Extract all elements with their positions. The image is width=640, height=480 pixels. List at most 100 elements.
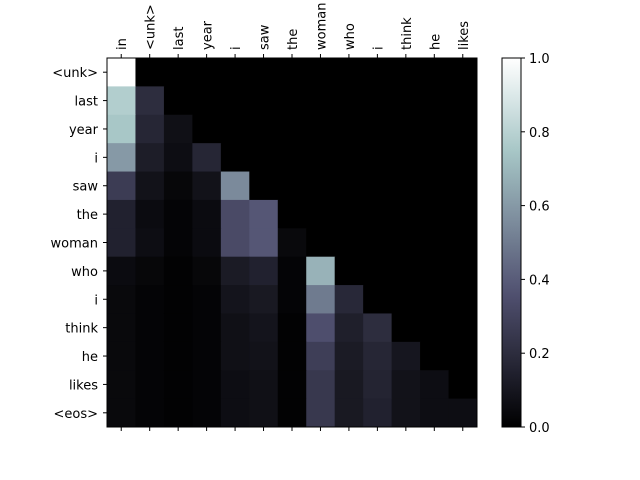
heatmap-cell xyxy=(249,370,279,400)
y-tick-label: i xyxy=(94,293,98,308)
heatmap-cell xyxy=(249,228,279,258)
heatmap-cell xyxy=(135,285,165,314)
x-tick-label: woman xyxy=(314,3,329,50)
heatmap-cell xyxy=(135,143,165,173)
heatmap-cell xyxy=(192,398,222,428)
heatmap-cell xyxy=(107,256,136,286)
heatmap-cell xyxy=(277,370,307,400)
heatmap-cell xyxy=(192,58,222,87)
heatmap-cell xyxy=(277,199,307,229)
heatmap-cell xyxy=(306,228,336,258)
heatmap-cell xyxy=(163,143,193,173)
heatmap-cell xyxy=(363,199,393,229)
x-tick-label: who xyxy=(343,23,358,50)
x-tick-label: i xyxy=(371,46,386,50)
heatmap-cell xyxy=(249,171,279,201)
heatmap-cell xyxy=(363,398,393,428)
heatmap-cell xyxy=(277,228,307,258)
heatmap-cell xyxy=(448,341,478,371)
heatmap-cell xyxy=(363,143,393,173)
heatmap-cell xyxy=(107,313,136,343)
heatmap-cell xyxy=(391,285,421,314)
y-tick-label: likes xyxy=(69,378,98,393)
heatmap-cell xyxy=(448,143,478,173)
heatmap-cell xyxy=(306,341,336,371)
heatmap-cell xyxy=(163,199,193,229)
heatmap-cell xyxy=(420,58,450,87)
heatmap-cell xyxy=(277,143,307,173)
x-tick-label: the xyxy=(286,29,301,50)
heatmap-cell xyxy=(163,313,193,343)
heatmap-cell xyxy=(448,86,478,116)
heatmap-cell xyxy=(107,285,136,314)
heatmap-cell xyxy=(277,171,307,201)
heatmap-cell xyxy=(391,398,421,428)
heatmap-cell xyxy=(391,341,421,371)
heatmap-cell xyxy=(107,370,136,400)
heatmap-cell xyxy=(220,199,250,229)
heatmap-cell xyxy=(249,313,279,343)
colorbar-tick-label: 0.8 xyxy=(529,126,550,141)
heatmap-cell xyxy=(448,313,478,343)
heatmap-cell xyxy=(334,58,364,87)
heatmap-cell xyxy=(391,199,421,229)
heatmap-cell xyxy=(420,398,450,428)
heatmap-cell xyxy=(220,171,250,201)
heatmap-cell xyxy=(420,341,450,371)
heatmap-cell xyxy=(135,228,165,258)
heatmap-cell xyxy=(249,398,279,428)
heatmap-cell xyxy=(363,313,393,343)
heatmap-cell xyxy=(192,143,222,173)
heatmap-cell xyxy=(363,114,393,144)
x-tick-label: he xyxy=(428,34,443,50)
heatmap-cell xyxy=(391,114,421,144)
heatmap-cell xyxy=(306,114,336,144)
heatmap-cell xyxy=(448,58,478,87)
heatmap-cell xyxy=(192,341,222,371)
heatmap-cell xyxy=(107,228,136,258)
heatmap-cell xyxy=(277,313,307,343)
heatmap-cell xyxy=(220,285,250,314)
heatmap-cell xyxy=(220,86,250,116)
heatmap-cell xyxy=(220,228,250,258)
heatmap-cell xyxy=(420,114,450,144)
heatmap-cell xyxy=(135,370,165,400)
heatmap-cell xyxy=(249,199,279,229)
heatmap-cell xyxy=(107,86,136,116)
heatmap-cell xyxy=(363,86,393,116)
heatmap-cell xyxy=(334,171,364,201)
heatmap-cell xyxy=(192,171,222,201)
y-tick-label: <unk> xyxy=(52,66,98,81)
heatmap-cell xyxy=(306,313,336,343)
heatmap-cell xyxy=(163,285,193,314)
heatmap-cell xyxy=(277,256,307,286)
heatmap-cell xyxy=(277,285,307,314)
colorbar-tick-label: 0.0 xyxy=(529,421,550,436)
heatmap-cell xyxy=(334,143,364,173)
heatmap-cell xyxy=(249,285,279,314)
x-tick-label: in xyxy=(115,38,130,50)
heatmap-cell xyxy=(448,285,478,314)
colorbar-tick-label: 0.2 xyxy=(529,347,550,362)
heatmap-cell xyxy=(363,285,393,314)
heatmap-cell xyxy=(363,370,393,400)
x-tick-label: i xyxy=(229,46,244,50)
heatmap-cell xyxy=(163,341,193,371)
heatmap-cell xyxy=(448,199,478,229)
heatmap-cell xyxy=(249,256,279,286)
heatmap-cell xyxy=(220,341,250,371)
heatmap-cell xyxy=(135,199,165,229)
heatmap-cell xyxy=(220,370,250,400)
heatmap-cell xyxy=(135,114,165,144)
y-tick-label: he xyxy=(82,350,98,365)
heatmap-cell xyxy=(192,86,222,116)
heatmap-cell xyxy=(334,370,364,400)
heatmap-cell xyxy=(135,256,165,286)
heatmap-cell xyxy=(163,398,193,428)
heatmap-cell xyxy=(306,171,336,201)
heatmap-cell xyxy=(277,86,307,116)
heatmap-cell xyxy=(135,86,165,116)
y-tick-label: saw xyxy=(73,180,99,195)
heatmap-cell xyxy=(107,341,136,371)
